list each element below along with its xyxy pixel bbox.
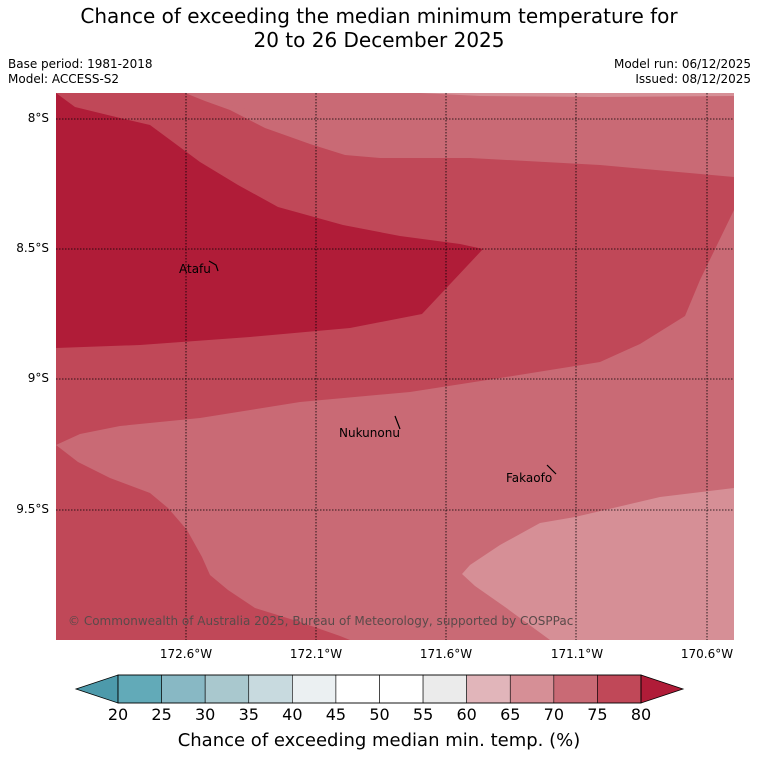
issued-date: Issued: 08/12/2025 [635, 72, 751, 86]
colorbar-label: Chance of exceeding median min. temp. (%… [177, 730, 581, 751]
colorbar-tick-label: 55 [412, 705, 434, 724]
colorbar-cell [292, 674, 337, 704]
colorbar-tick-label: 70 [543, 705, 565, 724]
lat-label-9: 9°S [27, 371, 49, 385]
colorbar-tick-label: 75 [587, 705, 608, 724]
colorbar-cell [117, 674, 162, 704]
title-line-2: 20 to 26 December 2025 [253, 28, 505, 52]
atolls [208, 260, 557, 475]
copyright-notice: © Commonwealth of Australia 2025, Bureau… [68, 614, 574, 628]
colorbar-cell [553, 674, 598, 704]
colorbar-tick-label: 40 [282, 705, 303, 724]
colorbar-cell [509, 674, 555, 704]
title-line-1: Chance of exceeding the median minimum t… [80, 4, 678, 28]
colorbar-tick-label: 60 [456, 705, 477, 724]
colorbar-cell [248, 674, 293, 704]
lon-label-170-6: 170.6°W [680, 647, 734, 661]
place-atafu: Atafu [179, 262, 211, 276]
colorbar-tick-label: 20 [107, 705, 129, 724]
colorbar-tick-label: 80 [630, 705, 652, 724]
colorbar-cell [422, 674, 467, 704]
colorbar-cell [204, 674, 250, 704]
colorbar-over-arrow [640, 674, 685, 704]
colorbar-cell [466, 674, 511, 704]
lon-label-171-1: 171.1°W [550, 647, 604, 661]
zone-70-75-top [185, 93, 734, 125]
place-nukunonu: Nukunonu [339, 426, 400, 440]
colorbar-cell [161, 674, 206, 704]
lon-label-172-1: 172.1°W [289, 647, 343, 661]
zone-80-plus [56, 93, 483, 348]
zone-75-80-southwest [56, 445, 350, 640]
colorbar-tick-label: 30 [194, 705, 216, 724]
colorbar-cell [379, 674, 424, 704]
chart-title: Chance of exceeding the median minimum t… [0, 4, 758, 52]
map-area [56, 93, 734, 640]
fakaofo-atoll-shape [546, 464, 557, 475]
model-run: Model run: 06/12/2025 [613, 57, 751, 71]
lat-label-8-5: 8.5°S [16, 241, 49, 255]
colorbar-tick-label: 25 [151, 705, 172, 724]
colorbar-tick-label: 45 [325, 705, 347, 724]
colorbar-under-arrow [74, 674, 119, 704]
meta-right: Model run: 06/12/2025 Issued: 08/12/2025 [614, 57, 751, 87]
atafu-atoll-shape [208, 260, 219, 272]
lon-label-171-6: 171.6°W [419, 647, 473, 661]
colorbar-tick-label: 35 [238, 705, 259, 724]
colorbar-tick-label: 65 [500, 705, 521, 724]
colorbar [74, 674, 685, 704]
meta-left: Base period: 1981-2018 Model: ACCESS-S2 [8, 57, 153, 87]
lat-label-9-5: 9.5°S [16, 502, 49, 516]
gridlines [56, 93, 734, 640]
lat-label-8: 8°S [27, 111, 49, 125]
colorbar-tick-label: 50 [369, 705, 390, 724]
model-name: Model: ACCESS-S2 [8, 72, 120, 86]
colorbar-outline [117, 674, 642, 704]
zone-65-70 [462, 488, 734, 640]
colorbar-cell [335, 674, 380, 704]
lon-label-172-6: 172.6°W [159, 647, 213, 661]
base-period: Base period: 1981-2018 [8, 57, 153, 71]
nukunonu-atoll-shape [394, 415, 401, 430]
place-fakaofo: Fakaofo [506, 471, 553, 485]
colorbar-cell [597, 674, 642, 704]
zone-65-70-top [420, 93, 734, 97]
